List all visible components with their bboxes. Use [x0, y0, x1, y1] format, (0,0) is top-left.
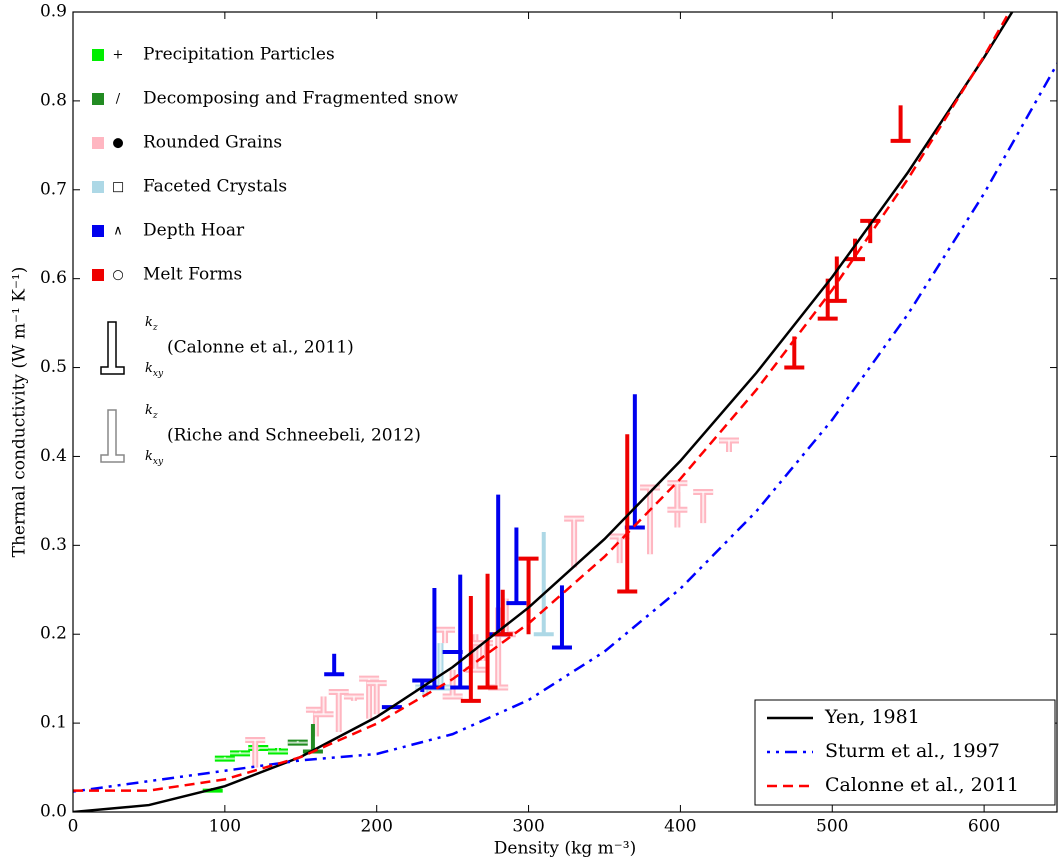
x-tick-label: 400: [664, 817, 696, 837]
legend-symbol: ∧: [113, 224, 123, 239]
legend-swatch: [92, 225, 104, 237]
x-axis-label: Density (kg m⁻³): [494, 839, 636, 859]
x-tick-label: 100: [209, 817, 241, 837]
legend-swatch: [92, 269, 104, 281]
y-tick-label: 0.6: [40, 268, 67, 288]
symbol-legend-label: (Riche and Schneebeli, 2012): [167, 426, 421, 446]
legend-symbol: /: [116, 92, 121, 107]
k-label: kxy: [145, 361, 164, 379]
curve: [73, 12, 1011, 792]
legend-label: Precipitation Particles: [143, 45, 335, 65]
legend-symbol: +: [113, 48, 124, 63]
legend-swatch: [92, 137, 104, 149]
symbol-icon: [100, 321, 125, 375]
x-tick-label: 200: [360, 817, 392, 837]
y-tick-label: 0.2: [40, 624, 67, 644]
legend-label: Sturm et al., 1997: [825, 740, 1000, 762]
k-base: k: [145, 361, 153, 376]
legend-symbol: □: [112, 180, 124, 195]
k-label: kz: [145, 315, 158, 333]
symbol-legend-label: (Calonne et al., 2011): [167, 338, 354, 358]
symbol-icon: [100, 409, 125, 463]
k-sub: xy: [153, 457, 164, 467]
legend-label: Calonne et al., 2011: [825, 774, 1019, 796]
k-base: k: [145, 449, 153, 464]
legend-label: Yen, 1981: [824, 706, 920, 728]
legend-label: Rounded Grains: [143, 133, 282, 153]
y-tick-label: 0.1: [40, 713, 67, 733]
k-base: k: [145, 315, 153, 330]
x-tick-label: 0: [68, 817, 79, 837]
legend-swatch: [92, 181, 104, 193]
plot-area: [73, 12, 1057, 812]
y-tick-label: 0.8: [40, 90, 67, 110]
k-label: kz: [145, 403, 158, 421]
axes-frame: [72, 11, 1058, 813]
curve: [73, 12, 1014, 812]
y-tick-label: 0.9: [40, 2, 67, 22]
y-axis-label: Thermal conductivity (W m⁻¹ K⁻¹): [10, 267, 30, 558]
k-sub: z: [152, 411, 158, 421]
x-tick-label: 600: [968, 817, 1000, 837]
k-sub: xy: [153, 369, 164, 379]
legend-label: Melt Forms: [143, 265, 242, 285]
legend-swatch: [92, 93, 104, 105]
y-tick-label: 0.3: [40, 535, 67, 555]
legend-label: Depth Hoar: [143, 221, 245, 241]
y-tick-label: 0.0: [40, 802, 67, 822]
y-tick-label: 0.4: [40, 446, 67, 466]
y-tick-label: 0.5: [40, 357, 67, 377]
legend-swatch: [92, 49, 104, 61]
legend-symbol: ○: [112, 268, 123, 283]
x-tick-label: 500: [816, 817, 848, 837]
k-base: k: [145, 403, 153, 418]
y-tick-label: 0.7: [40, 179, 67, 199]
k-sub: z: [152, 323, 158, 333]
k-label: kxy: [145, 449, 164, 467]
legend-symbol: ●: [112, 136, 123, 151]
legend-label: Decomposing and Fragmented snow: [143, 89, 459, 109]
x-tick-label: 300: [512, 817, 544, 837]
legend-label: Faceted Crystals: [143, 177, 287, 197]
curve: [73, 61, 1057, 793]
